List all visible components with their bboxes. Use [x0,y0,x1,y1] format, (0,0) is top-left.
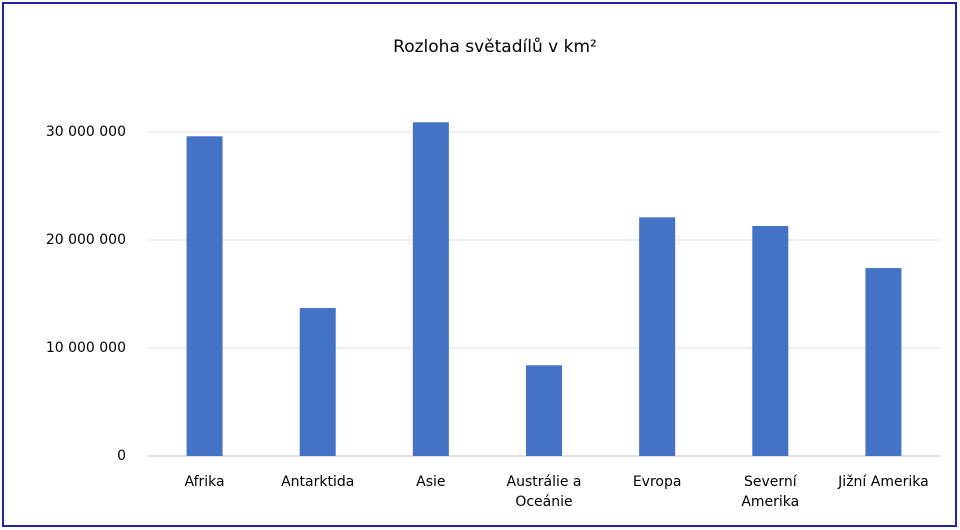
y-tick-label: 30 000 000 [46,124,126,140]
bar [639,217,676,456]
x-tick-label: Evropa [632,474,682,490]
x-tick-label: Severní Amerika [741,474,800,510]
x-tick-label: Jižní Amerika [838,474,929,490]
bar [186,136,223,456]
bar [865,268,902,456]
x-tick-label: Austrálie a Oceánie [506,474,582,510]
y-tick-label: 0 [117,448,126,464]
x-tick-label: Asie [416,474,446,490]
x-tick-label: Afrika [184,474,225,490]
bar [299,308,336,456]
chart-title: Rozloha světadílů v km² [393,37,597,57]
bar [526,365,562,456]
y-tick-label: 10 000 000 [46,340,126,356]
x-tick-label: Antarktida [281,474,355,490]
y-tick-label: 20 000 000 [46,232,126,248]
bar [412,122,449,456]
bar [752,225,789,456]
